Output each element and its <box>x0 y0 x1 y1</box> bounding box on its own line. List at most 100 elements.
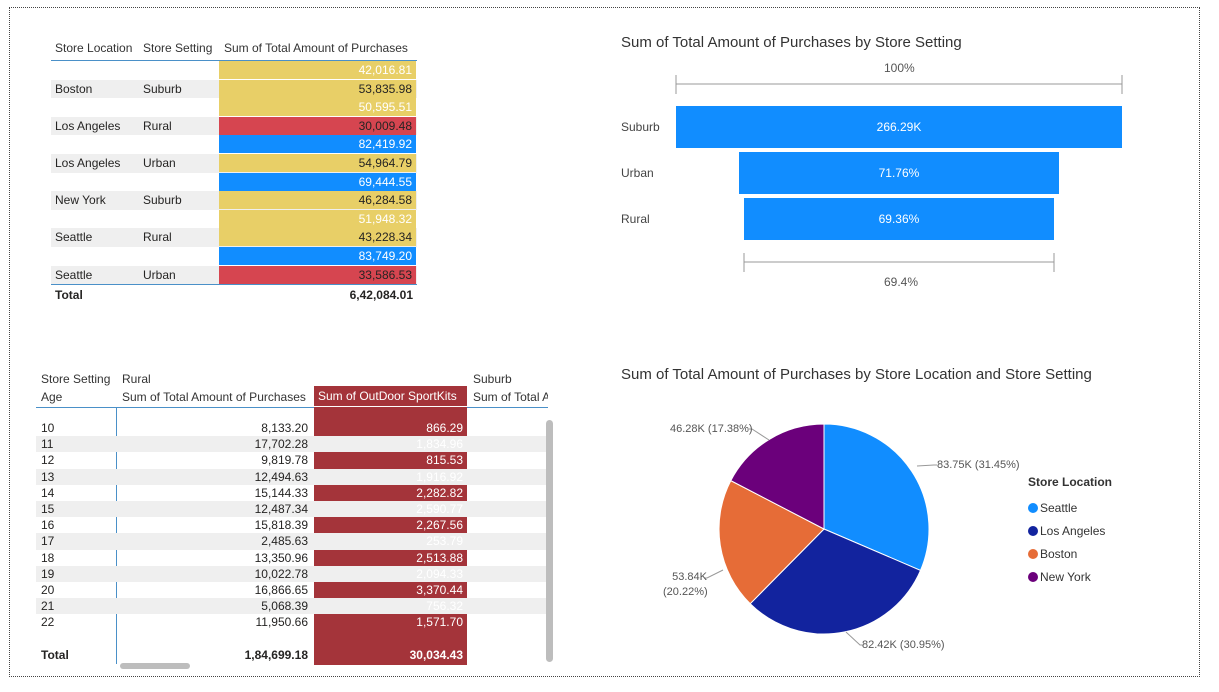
matrix-horizontal-scrollbar[interactable] <box>120 663 190 669</box>
matrix-purchases: 10,022.78 <box>254 566 308 581</box>
funnel-category-label: Rural <box>621 212 650 226</box>
matrix-age: 15 <box>41 502 55 516</box>
legend-item[interactable]: Boston <box>1028 542 1112 565</box>
matrix-row[interactable]: 17 2,485.63 253.79 <box>36 533 548 550</box>
legend-item[interactable]: Los Angeles <box>1028 519 1112 542</box>
funnel-bottom-pct: 69.4% <box>884 275 919 289</box>
table-row[interactable]: New York Suburb 46,284.58 <box>51 191 417 210</box>
row-location: Boston <box>55 81 93 96</box>
total-value: 6,42,084.01 <box>349 288 413 303</box>
pie-leader-line <box>704 569 724 579</box>
matrix-group-suburb[interactable]: Suburb <box>473 372 512 386</box>
pie-title: Sum of Total Amount of Purchases by Stor… <box>621 366 1092 383</box>
legend-title: Store Location <box>1028 475 1113 489</box>
row-value: 82,419.92 <box>219 135 416 154</box>
matrix-row[interactable]: 19 10,022.78 2,094.33 <box>36 565 548 582</box>
matrix-row[interactable]: 16 15,818.39 2,267.56 <box>36 517 548 533</box>
row-value: 42,016.81 <box>219 61 416 79</box>
matrix-header-sportkits[interactable]: Sum of OutDoor SportKits <box>314 386 467 406</box>
table-row[interactable]: Los Angeles Urban 54,964.79 <box>51 153 417 173</box>
table-header: Store Location Store Setting Sum of Tota… <box>51 38 417 61</box>
matrix-row[interactable]: 20 16,866.65 3,370.44 <box>36 582 548 598</box>
matrix-sportkits: 2,267.56 <box>416 518 463 533</box>
matrix-row[interactable]: 11 17,702.28 1,834.96 <box>36 436 548 453</box>
funnel-bar[interactable]: 69.36% <box>744 198 1054 240</box>
matrix-row[interactable]: 12 9,819.78 815.53 <box>36 452 548 468</box>
table-total-row: Total 6,42,084.01 <box>51 284 417 305</box>
row-setting: Suburb <box>143 81 182 96</box>
pie-data-label: 46.28K (17.38%) <box>670 423 753 435</box>
row-location: Seattle <box>55 230 93 245</box>
row-setting: Rural <box>143 230 172 245</box>
pie-legend: Store Location Seattle Los Angeles Boston N… <box>1028 475 1112 588</box>
matrix-sportkits: 253.79 <box>426 534 463 549</box>
matrix-row[interactable]: 15 12,487.34 2,590.77 <box>36 501 548 518</box>
matrix-age: 16 <box>41 518 55 533</box>
funnel-category-label: Suburb <box>621 120 660 134</box>
funnel-category-label: Urban <box>621 166 654 180</box>
matrix-purchases: 16,866.65 <box>254 583 308 597</box>
row-location: Seattle <box>55 267 93 282</box>
matrix-age: 10 <box>41 421 55 435</box>
matrix-sportkits: 3,370.44 <box>416 583 463 597</box>
matrix-purchases: 15,818.39 <box>254 518 308 533</box>
table-row[interactable]: 69,444.55 <box>51 172 417 192</box>
table-row[interactable]: Boston Suburb 53,835.98 <box>51 79 417 99</box>
row-setting: Suburb <box>143 193 182 208</box>
purchases-table[interactable]: Store Location Store Setting Sum of Tota… <box>51 38 417 305</box>
matrix-col-header-label: Store Setting <box>41 372 111 386</box>
matrix-row[interactable]: 18 13,350.96 2,513.88 <box>36 550 548 566</box>
row-value: 33,586.53 <box>219 265 416 284</box>
table-row[interactable]: Seattle Urban 33,586.53 <box>51 265 417 285</box>
row-value: 30,009.48 <box>219 116 416 135</box>
matrix-age: 19 <box>41 566 55 581</box>
legend-item[interactable]: New York <box>1028 565 1112 588</box>
matrix-purchases: 12,494.63 <box>254 469 308 484</box>
pie-data-label: 83.75K (31.45%) <box>937 459 1020 471</box>
matrix-row[interactable]: 22 11,950.66 1,571.70 <box>36 614 548 630</box>
funnel-guides <box>675 75 1123 272</box>
matrix-purchases: 8,133.20 <box>261 421 308 435</box>
matrix-row[interactable]: 10 8,133.20 866.29 <box>36 420 548 436</box>
matrix-sportkits: 2,590.77 <box>416 502 463 516</box>
funnel-top-pct: 100% <box>884 61 915 75</box>
matrix-purchases: 11,950.66 <box>255 615 309 630</box>
table-row[interactable]: Los Angeles Rural 30,009.48 <box>51 116 417 136</box>
pie-slice[interactable] <box>730 423 825 530</box>
total-label: Total <box>55 288 83 303</box>
legend-dot <box>1028 525 1038 536</box>
matrix-row[interactable]: 21 5,068.39 756.32 <box>36 598 548 615</box>
legend-item[interactable]: Seattle <box>1028 496 1112 519</box>
funnel-bar[interactable]: 266.29K <box>676 106 1122 148</box>
matrix-header-suburb-purchases[interactable]: Sum of Total A <box>473 390 548 404</box>
matrix-vertical-scrollbar[interactable] <box>546 420 553 662</box>
matrix-row[interactable]: 14 15,144.33 2,282.82 <box>36 485 548 501</box>
matrix-age: 12 <box>41 453 55 468</box>
matrix-row[interactable]: 13 12,494.63 1,916.92 <box>36 468 548 485</box>
header-store-location[interactable]: Store Location <box>55 41 133 55</box>
matrix-age: 14 <box>41 485 55 500</box>
matrix-sportkits: 1,916.92 <box>416 469 463 484</box>
table-row[interactable]: 42,016.81 <box>51 61 417 80</box>
funnel-bar[interactable]: 71.76% <box>738 152 1060 194</box>
pie-data-label: 82.42K (30.95%) <box>862 639 945 651</box>
matrix-header-purchases[interactable]: Sum of Total Amount of Purchases <box>122 390 306 404</box>
matrix-total-label: Total <box>41 648 69 662</box>
row-value: 51,948.32 <box>219 209 416 228</box>
table-row[interactable]: 50,595.51 <box>51 98 417 117</box>
matrix-row-header-label[interactable]: Age <box>41 390 63 404</box>
table-row[interactable]: 51,948.32 <box>51 209 417 229</box>
pie-slice[interactable] <box>749 528 922 635</box>
table-row[interactable]: 82,419.92 <box>51 135 417 154</box>
header-store-setting[interactable]: Store Setting <box>143 41 213 55</box>
matrix-purchases: 2,485.63 <box>261 534 308 549</box>
row-value: 43,228.34 <box>219 228 416 247</box>
pie-slice[interactable] <box>823 423 930 572</box>
matrix-age: 11 <box>41 437 54 452</box>
table-row[interactable]: 83,749.20 <box>51 246 417 266</box>
pie-slice[interactable] <box>718 479 825 605</box>
header-sum-purchases[interactable]: Sum of Total Amount of Purchases <box>224 41 408 55</box>
matrix-group-rural[interactable]: Rural <box>122 372 151 386</box>
table-row[interactable]: Seattle Rural 43,228.34 <box>51 228 417 247</box>
